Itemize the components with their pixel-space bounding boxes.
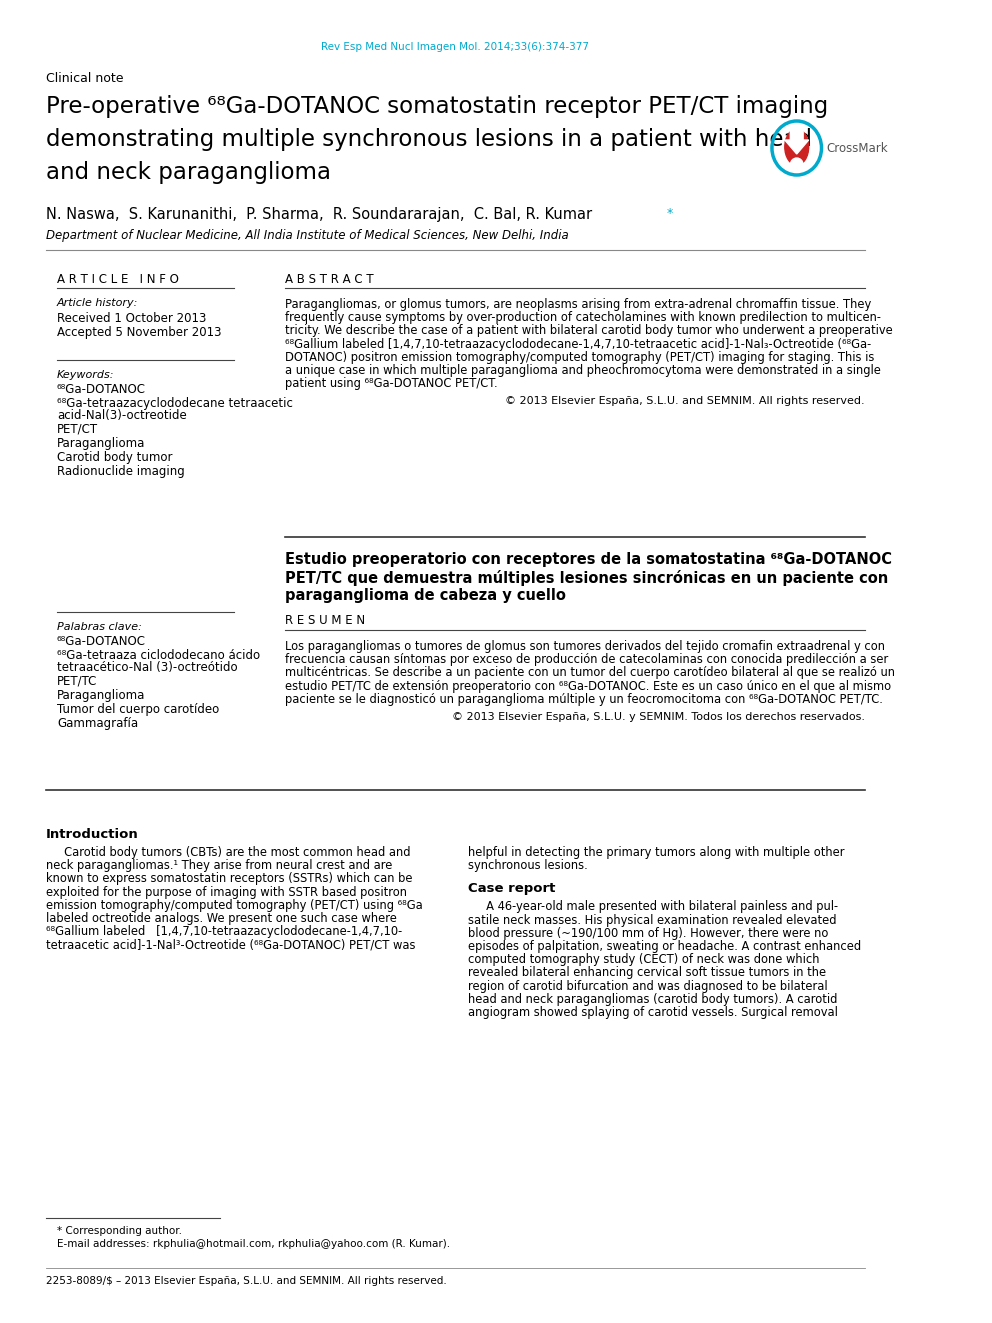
Text: Department of Nuclear Medicine, All India Institute of Medical Sciences, New Del: Department of Nuclear Medicine, All Indi…: [46, 229, 568, 242]
Text: synchronous lesions.: synchronous lesions.: [468, 859, 588, 872]
Text: a unique case in which multiple paraganglioma and pheochromocytoma were demonstr: a unique case in which multiple paragang…: [285, 364, 881, 377]
Text: Gammagrafía: Gammagrafía: [57, 717, 138, 730]
Text: Paragangliomas, or glomus tumors, are neoplasms arising from extra-adrenal chrom: Paragangliomas, or glomus tumors, are ne…: [285, 298, 871, 311]
Text: frequently cause symptoms by over-production of catecholamines with known predil: frequently cause symptoms by over-produc…: [285, 311, 881, 324]
Text: A 46-year-old male presented with bilateral painless and pul-: A 46-year-old male presented with bilate…: [468, 901, 838, 913]
Text: Carotid body tumors (CBTs) are the most common head and: Carotid body tumors (CBTs) are the most …: [46, 845, 411, 859]
Text: revealed bilateral enhancing cervical soft tissue tumors in the: revealed bilateral enhancing cervical so…: [468, 966, 826, 979]
Text: Radionuclide imaging: Radionuclide imaging: [57, 464, 185, 478]
Text: Los paragangliomas o tumores de glomus son tumores derivados del tejido cromafin: Los paragangliomas o tumores de glomus s…: [285, 640, 885, 654]
Text: computed tomography study (CECT) of neck was done which: computed tomography study (CECT) of neck…: [468, 953, 819, 966]
Text: Article history:: Article history:: [57, 298, 138, 308]
Text: demonstrating multiple synchronous lesions in a patient with head: demonstrating multiple synchronous lesio…: [46, 128, 811, 151]
Text: known to express somatostatin receptors (SSTRs) which can be: known to express somatostatin receptors …: [46, 872, 413, 885]
Text: emission tomography/computed tomography (PET/CT) using ⁶⁸Ga: emission tomography/computed tomography …: [46, 898, 423, 912]
Text: ⁶⁸Ga-tetraaza ciclododecano ácido: ⁶⁸Ga-tetraaza ciclododecano ácido: [57, 650, 260, 662]
Text: © 2013 Elsevier España, S.L.U. and SEMNIM. All rights reserved.: © 2013 Elsevier España, S.L.U. and SEMNI…: [505, 397, 865, 406]
Text: Keywords:: Keywords:: [57, 370, 114, 380]
Text: PET/TC: PET/TC: [57, 675, 97, 688]
Text: Paraganglioma: Paraganglioma: [57, 689, 145, 703]
Text: © 2013 Elsevier España, S.L.U. y SEMNIM. Todos los derechos reservados.: © 2013 Elsevier España, S.L.U. y SEMNIM.…: [451, 712, 865, 722]
Text: Palabras clave:: Palabras clave:: [57, 622, 142, 632]
Text: PET/CT: PET/CT: [57, 423, 98, 437]
Text: neck paragangliomas.¹ They arise from neural crest and are: neck paragangliomas.¹ They arise from ne…: [46, 859, 392, 872]
Text: N. Naswa,  S. Karunanithi,  P. Sharma,  R. Soundararajan,  C. Bal, R. Kumar: N. Naswa, S. Karunanithi, P. Sharma, R. …: [46, 206, 592, 222]
Text: region of carotid bifurcation and was diagnosed to be bilateral: region of carotid bifurcation and was di…: [468, 979, 827, 992]
Text: ⁶⁸Ga-tetraazacyclododecane tetraacetic: ⁶⁸Ga-tetraazacyclododecane tetraacetic: [57, 397, 293, 410]
Text: E-mail addresses: rkphulia@hotmail.com, rkphulia@yahoo.com (R. Kumar).: E-mail addresses: rkphulia@hotmail.com, …: [57, 1240, 450, 1249]
Text: A R T I C L E   I N F O: A R T I C L E I N F O: [57, 273, 179, 286]
Text: exploited for the purpose of imaging with SSTR based positron: exploited for the purpose of imaging wit…: [46, 885, 407, 898]
Text: tetraacético-Nal (3)-octreótido: tetraacético-Nal (3)-octreótido: [57, 662, 237, 673]
Text: R E S U M E N: R E S U M E N: [285, 614, 365, 627]
Text: satile neck masses. His physical examination revealed elevated: satile neck masses. His physical examina…: [468, 914, 836, 926]
Text: episodes of palpitation, sweating or headache. A contrast enhanced: episodes of palpitation, sweating or hea…: [468, 941, 861, 953]
Ellipse shape: [785, 130, 808, 165]
Text: PET/TC que demuestra múltiples lesiones sincrónicas en un paciente con: PET/TC que demuestra múltiples lesiones …: [285, 570, 888, 586]
Text: frecuencia causan síntomas por exceso de producción de catecolaminas con conocid: frecuencia causan síntomas por exceso de…: [285, 654, 888, 667]
Text: angiogram showed splaying of carotid vessels. Surgical removal: angiogram showed splaying of carotid ves…: [468, 1005, 838, 1019]
Text: ⁶⁸Ga-DOTANOC: ⁶⁸Ga-DOTANOC: [57, 635, 146, 648]
Text: Clinical note: Clinical note: [46, 71, 123, 85]
Text: Rev Esp Med Nucl Imagen Mol. 2014;33(6):374-377: Rev Esp Med Nucl Imagen Mol. 2014;33(6):…: [321, 42, 589, 52]
Text: paciente se le diagnosticó un paraganglioma múltiple y un feocromocitoma con ⁶⁸G: paciente se le diagnosticó un paragangli…: [285, 693, 883, 705]
Text: Carotid body tumor: Carotid body tumor: [57, 451, 173, 464]
Text: head and neck paragangliomas (carotid body tumors). A carotid: head and neck paragangliomas (carotid bo…: [468, 992, 837, 1005]
Text: *: *: [667, 206, 673, 220]
Circle shape: [791, 157, 804, 172]
Text: Estudio preoperatorio con receptores de la somatostatina ⁶⁸Ga-DOTANOC: Estudio preoperatorio con receptores de …: [285, 552, 892, 568]
Text: CrossMark: CrossMark: [826, 142, 888, 155]
Text: * Corresponding author.: * Corresponding author.: [57, 1226, 182, 1236]
Text: Pre-operative ⁶⁸Ga-DOTANOC somatostatin receptor PET/CT imaging: Pre-operative ⁶⁸Ga-DOTANOC somatostatin …: [46, 95, 828, 118]
Text: ⁶⁸Gallium labeled [1,4,7,10-tetraazacyclododecane-1,4,7,10-tetraacetic acid]-1-N: ⁶⁸Gallium labeled [1,4,7,10-tetraazacycl…: [285, 337, 871, 351]
Text: 2253-8089/$ – 2013 Elsevier España, S.L.U. and SEMNIM. All rights reserved.: 2253-8089/$ – 2013 Elsevier España, S.L.…: [46, 1275, 446, 1286]
Text: patient using ⁶⁸Ga-DOTANOC PET/CT.: patient using ⁶⁸Ga-DOTANOC PET/CT.: [285, 377, 497, 390]
Text: estudio PET/TC de extensión preoperatorio con ⁶⁸Ga-DOTANOC. Este es un caso únic: estudio PET/TC de extensión preoperatori…: [285, 680, 891, 693]
Text: tetraacetic acid]-1-Nal³-Octreotide (⁶⁸Ga-DOTANOC) PET/CT was: tetraacetic acid]-1-Nal³-Octreotide (⁶⁸G…: [46, 938, 416, 951]
Text: paraganglioma de cabeza y cuello: paraganglioma de cabeza y cuello: [285, 587, 565, 603]
Text: Paraganglioma: Paraganglioma: [57, 437, 145, 450]
Text: acid-Nal(3)-octreotide: acid-Nal(3)-octreotide: [57, 409, 186, 422]
Text: labeled octreotide analogs. We present one such case where: labeled octreotide analogs. We present o…: [46, 912, 397, 925]
Text: A B S T R A C T: A B S T R A C T: [285, 273, 373, 286]
Text: tricity. We describe the case of a patient with bilateral carotid body tumor who: tricity. We describe the case of a patie…: [285, 324, 892, 337]
Text: and neck paraganglioma: and neck paraganglioma: [46, 161, 331, 184]
Text: Received 1 October 2013: Received 1 October 2013: [57, 312, 206, 325]
Text: DOTANOC) positron emission tomography/computed tomography (PET/CT) imaging for s: DOTANOC) positron emission tomography/co…: [285, 351, 874, 364]
Text: helpful in detecting the primary tumors along with multiple other: helpful in detecting the primary tumors …: [468, 845, 844, 859]
Text: Introduction: Introduction: [46, 828, 139, 841]
Polygon shape: [785, 128, 808, 153]
Text: Tumor del cuerpo carotídeo: Tumor del cuerpo carotídeo: [57, 703, 219, 716]
Text: ⁶⁸Ga-DOTANOC: ⁶⁸Ga-DOTANOC: [57, 382, 146, 396]
Text: ⁶⁸Gallium labeled   [1,4,7,10-tetraazacyclododecane-1,4,7,10-: ⁶⁸Gallium labeled [1,4,7,10-tetraazacycl…: [46, 925, 402, 938]
Text: Accepted 5 November 2013: Accepted 5 November 2013: [57, 325, 221, 339]
Text: multicéntricas. Se describe a un paciente con un tumor del cuerpo carotídeo bila: multicéntricas. Se describe a un pacient…: [285, 667, 895, 680]
Text: blood pressure (~190/100 mm of Hg). However, there were no: blood pressure (~190/100 mm of Hg). Howe…: [468, 927, 828, 939]
Text: Case report: Case report: [468, 882, 556, 896]
